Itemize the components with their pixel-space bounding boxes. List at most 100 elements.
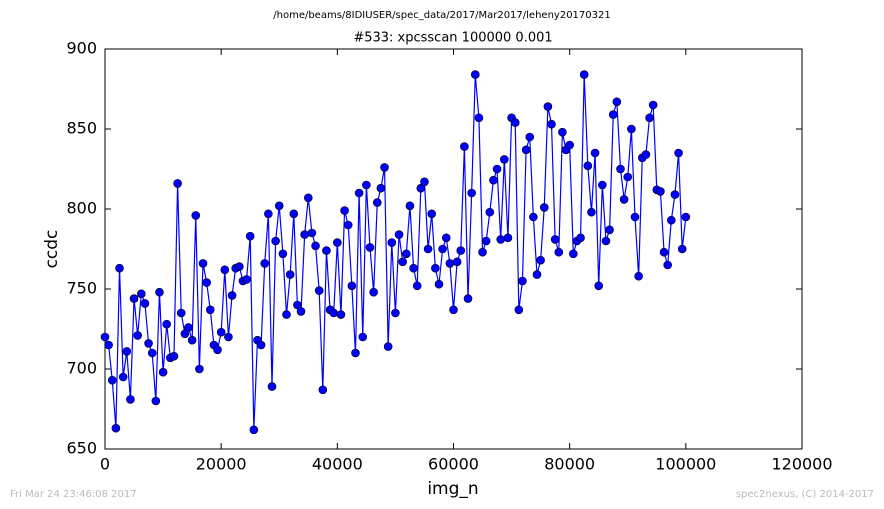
data-point [155,287,164,297]
data-point [202,278,211,287]
data-point [303,193,313,203]
data-point [173,179,182,188]
x-tick-label: 20000 [196,455,247,474]
data-point [467,188,476,198]
data-point [195,364,204,374]
data-point [598,180,607,190]
y-tick-label: 650 [66,439,97,458]
data-point [354,188,364,198]
data-point [503,233,513,243]
data-point [314,286,324,295]
data-point [402,249,411,259]
data-point [140,299,150,308]
data-point [500,155,509,164]
data-point [296,307,306,316]
data-point [169,351,179,361]
data-point [485,207,495,217]
data-point [543,102,553,111]
data-point [547,119,556,129]
data-point [180,329,190,339]
data-point [176,308,186,318]
footer-right: spec2nexus, (C) 2014-2017 [736,489,874,500]
data-point [619,195,629,204]
data-point [282,310,291,319]
data-point [158,367,168,377]
data-point [550,235,560,244]
data-point [111,423,121,433]
data-point [118,372,128,382]
data-point [568,249,578,259]
data-point [641,150,651,159]
data-point [656,187,665,196]
data-point [412,281,422,291]
data-point [162,319,172,329]
data-point [333,238,342,247]
data-point [187,335,197,345]
data-point [191,211,201,220]
data-point [532,270,542,279]
data-point [242,275,251,284]
y-tick-label: 800 [66,199,97,218]
data-point [576,233,585,243]
data-point [605,225,614,235]
data-point [445,259,455,268]
data-point [235,262,244,271]
y-axis-label: ccdc [42,230,62,269]
data-point [311,241,320,251]
data-point [452,257,462,267]
data-point [659,247,669,257]
data-point [329,308,339,318]
data-point [133,331,142,340]
data-point [260,259,270,268]
data-point [365,243,375,252]
data-point [267,382,277,391]
data-point [514,305,524,315]
data-point [274,201,284,211]
data-point [362,180,371,190]
data-point [372,198,382,207]
data-point [558,127,567,137]
data-point [525,132,535,142]
data-point [681,212,691,222]
data-point [456,246,466,255]
data-point [529,212,538,222]
chart-title: /home/beams/8IDIUSER/spec_data/2017/Mar2… [273,10,610,21]
data-point [224,332,233,342]
data-point [579,70,589,79]
data-point [151,396,161,406]
data-point [481,236,491,246]
data-point [583,161,593,171]
data-point [449,305,458,315]
data-point [184,323,193,332]
data-point [667,215,676,225]
data-point [608,110,618,119]
y-tick-label: 900 [66,39,97,58]
data-point [539,203,549,212]
data-point [674,148,683,158]
data-point [492,164,502,174]
data-point [441,233,451,243]
data-point [496,235,505,244]
data-point [104,340,113,350]
data-point [144,339,153,348]
data-point [340,206,349,215]
data-point [343,220,353,230]
data-point [387,238,397,247]
data-point [115,263,124,273]
data-point [129,294,139,303]
data-point [409,263,418,273]
data-point [264,209,273,219]
data-point [347,281,357,291]
data-point [663,260,672,270]
data-point [293,300,302,310]
data-point [648,100,658,110]
data-point [249,425,259,435]
data-point [227,291,237,300]
y-tick-label: 700 [66,359,97,378]
data-point [369,287,378,297]
data-point [285,270,295,279]
data-point [670,190,680,199]
data-point [351,348,360,358]
data-point [289,209,299,219]
data-point [391,308,400,318]
